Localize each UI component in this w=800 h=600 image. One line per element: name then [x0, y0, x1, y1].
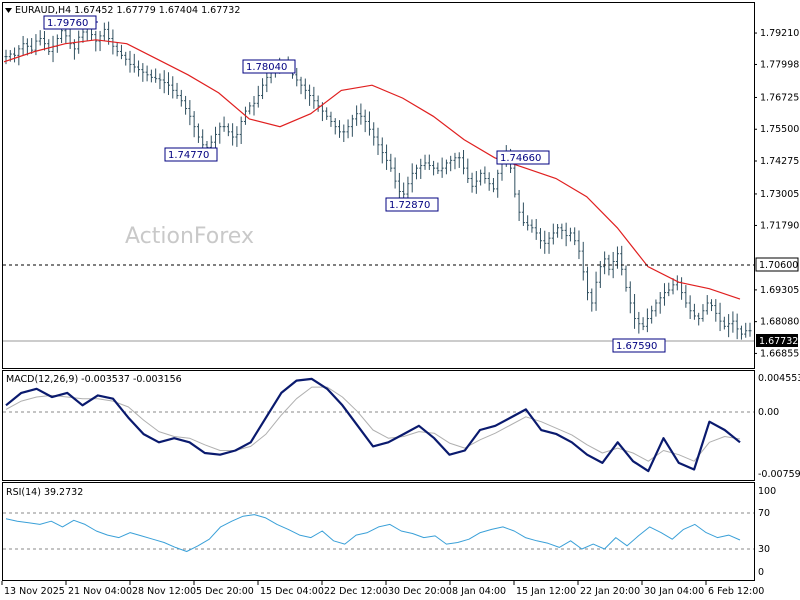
price-bars: [4, 20, 752, 340]
price-tick-label: 1.66855: [760, 348, 799, 359]
annotation-text: 1.74660: [500, 153, 541, 164]
price-tick-label: 1.75500: [760, 124, 799, 135]
macd-tick-bottom: -0.007593: [758, 469, 800, 480]
rsi-tick-70: 70: [758, 508, 770, 519]
price-tick-label: 1.73005: [760, 189, 799, 200]
price-tick-label: 1.76725: [760, 92, 799, 103]
macd-title: MACD(12,26,9) -0.003537 -0.003156: [6, 374, 182, 385]
macd-panel-border: [2, 370, 755, 481]
macd-tick-top: 0.004553: [758, 373, 800, 384]
x-tick-label: 21 Nov 04:00: [68, 586, 132, 597]
price-tick-label: 1.77998: [760, 59, 799, 70]
annotation-text: 1.79760: [47, 18, 88, 29]
annotation-text: 1.72870: [389, 200, 430, 211]
annotation-high-1: 1.79760: [43, 15, 98, 30]
price-tick-label: 1.71790: [760, 220, 799, 231]
ma-path: [3, 39, 741, 300]
annotation-high-2: 1.78040: [242, 59, 296, 74]
header: EURAUD,H4 1.67452 1.67779 1.67404 1.6773…: [5, 5, 240, 16]
x-tick-label: 15 Dec 04:00: [260, 586, 324, 597]
current-price-text: 1.67732: [759, 336, 798, 347]
rsi-line: [5, 514, 741, 552]
rsi-tick-0: 0: [758, 567, 764, 578]
rsi-path: [5, 514, 741, 552]
dropdown-triangle-icon[interactable]: [5, 8, 12, 13]
rsi-panel-border: [2, 482, 755, 581]
annotation-low-2: 1.72870: [385, 197, 439, 212]
price-panel-border: [2, 2, 755, 369]
annotation-high-3: 1.74660: [496, 150, 550, 165]
annotation-low-1: 1.74770: [164, 147, 218, 162]
annotation-text: 1.74770: [168, 150, 209, 161]
macd-signal-line: [5, 386, 741, 462]
x-tick-label: 8 Jan 04:00: [452, 586, 506, 597]
price-tick-label: 1.68080: [760, 317, 799, 328]
x-tick-label: 30 Jan 04:00: [644, 586, 704, 597]
macd-lines: [5, 377, 741, 473]
x-tick-label: 22 Dec 12:00: [324, 586, 388, 597]
x-tick-label: 28 Nov 12:00: [132, 586, 196, 597]
price-y-axis: 1.79210 1.77998 1.76725 1.75500 1.74275 1.730…: [754, 28, 799, 359]
macd-main-line: [5, 377, 741, 473]
rsi-tick-100: 100: [758, 486, 776, 497]
x-axis: 13 Nov 2025 21 Nov 04:00 28 Nov 12:00 5 Dec…: [1, 581, 764, 597]
rsi-tick-30: 30: [758, 544, 770, 555]
annotation-text: 1.78040: [246, 62, 287, 73]
x-tick-label: 13 Nov 2025: [4, 586, 65, 597]
price-tick-label: 1.79210: [760, 28, 799, 39]
x-tick-label: 22 Jan 20:00: [580, 586, 640, 597]
moving-average-line: [3, 39, 741, 300]
symbol-line: EURAUD,H4 1.67452 1.67779 1.67404 1.6773…: [15, 5, 240, 16]
reference-tag: 1.70600: [755, 257, 799, 272]
price-tick-label: 1.74275: [760, 156, 799, 167]
rsi-title: RSI(14) 39.2732: [6, 487, 83, 498]
x-tick-label: 6 Feb 12:00: [708, 586, 764, 597]
current-price-tag: 1.67732: [756, 334, 798, 347]
x-tick-label: 15 Jan 12:00: [516, 586, 576, 597]
watermark: ActionForex: [125, 224, 254, 249]
annotation-low-3: 1.67590: [612, 338, 666, 353]
annotation-text: 1.67590: [616, 341, 657, 352]
macd-tick-zero: 0.00: [758, 407, 779, 418]
x-tick-label: 5 Dec 20:00: [196, 586, 254, 597]
price-tick-label: 1.69305: [760, 285, 799, 296]
x-tick-label: 30 Dec 20:00: [388, 586, 452, 597]
reference-tag-text: 1.70600: [759, 260, 798, 271]
